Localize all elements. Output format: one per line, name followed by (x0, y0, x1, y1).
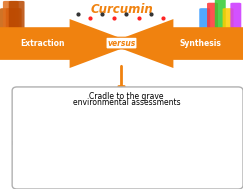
Y-axis label: Pt: Pt (12, 141, 18, 146)
FancyBboxPatch shape (9, 1, 25, 30)
FancyBboxPatch shape (108, 19, 243, 68)
Legend: Resources, Climate change, Ecosystem quality, Human health: Resources, Climate change, Ecosystem qua… (195, 107, 237, 125)
Bar (119, 165, 153, 167)
FancyBboxPatch shape (207, 3, 218, 36)
Bar (119, 167, 153, 181)
Text: Extraction: Extraction (20, 39, 65, 48)
Bar (195, 177, 229, 181)
FancyBboxPatch shape (223, 8, 234, 42)
FancyBboxPatch shape (0, 8, 16, 37)
FancyBboxPatch shape (6, 8, 22, 37)
Text: versus: versus (107, 39, 136, 48)
Bar (195, 171, 229, 176)
FancyBboxPatch shape (215, 0, 226, 31)
Bar (119, 120, 153, 141)
Text: Cradle to the grave: Cradle to the grave (89, 92, 164, 101)
Text: Synthesis: Synthesis (180, 39, 221, 48)
FancyBboxPatch shape (230, 3, 241, 36)
Text: Curcumin: Curcumin (90, 3, 153, 15)
FancyBboxPatch shape (3, 1, 19, 30)
Text: environmental assessments: environmental assessments (73, 98, 180, 107)
FancyBboxPatch shape (0, 19, 135, 68)
Bar (195, 164, 229, 171)
Bar (195, 176, 229, 177)
FancyBboxPatch shape (199, 8, 210, 42)
Bar (119, 141, 153, 165)
